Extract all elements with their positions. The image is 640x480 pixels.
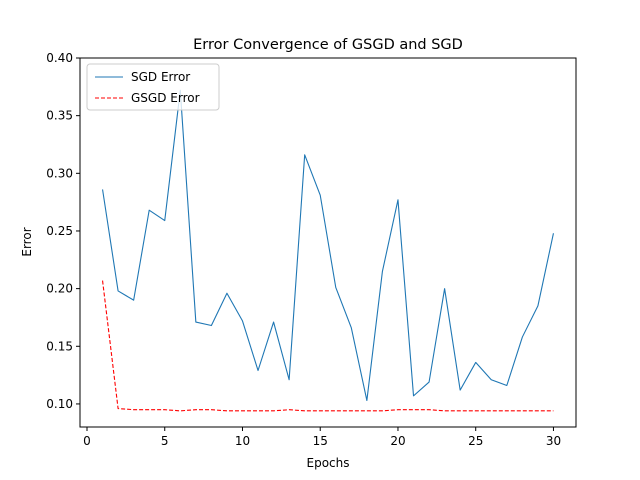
- x-tick-label: 30: [546, 434, 561, 448]
- y-tick-label: 0.25: [46, 224, 73, 238]
- x-tick-label: 20: [390, 434, 405, 448]
- y-tick-label: 0.20: [46, 282, 73, 296]
- plot-lines: [102, 89, 554, 412]
- chart-title: Error Convergence of GSGD and SGD: [193, 37, 463, 53]
- x-axis-label: Epochs: [307, 456, 350, 470]
- y-tick-label: 0.10: [46, 397, 73, 411]
- x-tick-label: 5: [161, 434, 169, 448]
- legend-label: SGD Error: [131, 70, 190, 84]
- y-tick-label: 0.30: [46, 166, 73, 180]
- x-tick-label: 0: [83, 434, 91, 448]
- x-tick-label: 15: [313, 434, 328, 448]
- y-tick-label: 0.15: [46, 339, 73, 353]
- series-line-2: [102, 280, 554, 412]
- series-line-1: [102, 89, 554, 402]
- legend-label: GSGD Error: [131, 91, 200, 105]
- x-axis: 0 5 10 15 20 25 30: [83, 427, 561, 448]
- y-tick-label: 0.40: [46, 51, 73, 65]
- plot-frame: [79, 57, 577, 428]
- x-tick-label: 25: [468, 434, 483, 448]
- y-tick-label: 0.35: [46, 109, 73, 123]
- y-axis: 0.10 0.15 0.20 0.25 0.30 0.35 0.40: [46, 51, 80, 411]
- legend: SGD Error GSGD Error: [86, 63, 220, 111]
- x-tick-label: 10: [235, 434, 250, 448]
- y-axis-label: Error: [20, 227, 34, 256]
